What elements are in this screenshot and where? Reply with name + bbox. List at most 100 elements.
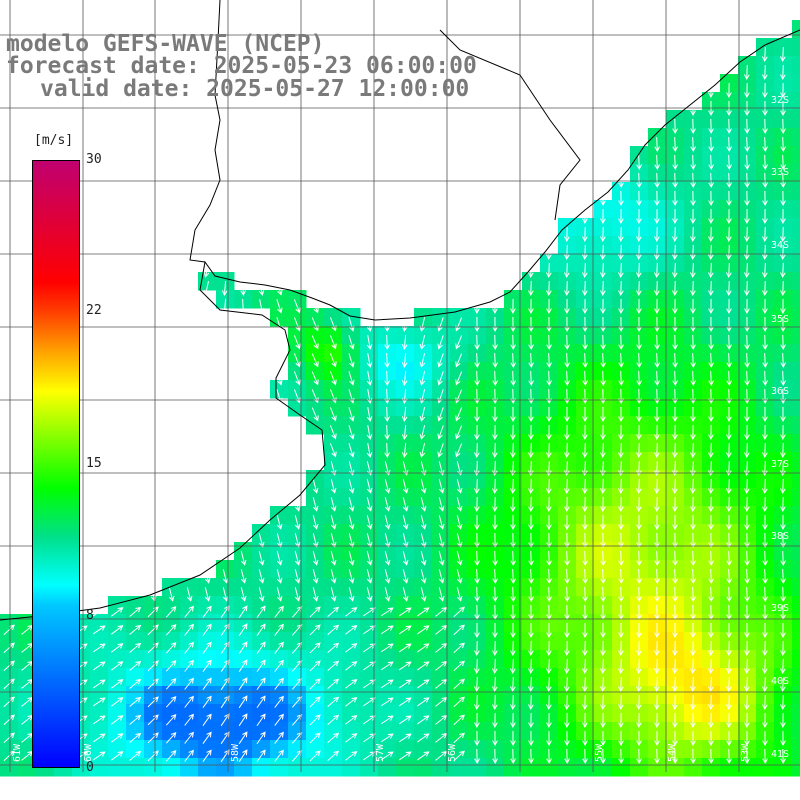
wind-arrow: [492, 658, 498, 675]
wind-arrow: [362, 661, 376, 671]
wind-arrow: [600, 370, 606, 387]
wind-arrow: [327, 732, 340, 743]
wind-arrow: [636, 262, 642, 279]
wind-cell: [432, 380, 451, 399]
wind-cell: [396, 488, 415, 507]
wind-arrow: [456, 479, 463, 494]
wind-arrow: [600, 244, 606, 261]
wind-arrow: [564, 262, 570, 279]
wind-arrow: [780, 316, 786, 333]
wind-arrow: [276, 587, 283, 602]
wind-arrow: [256, 713, 266, 727]
wind-arrow: [780, 496, 786, 513]
wind-arrow: [690, 658, 696, 675]
wind-cell: [270, 632, 289, 651]
wind-cell: [162, 722, 181, 741]
wind-cell: [378, 488, 397, 507]
wind-cell: [216, 560, 235, 579]
lat-label-35s: 35S: [771, 314, 790, 325]
wind-cell: [612, 542, 631, 561]
wind-arrow: [435, 750, 448, 761]
wind-arrow: [312, 587, 319, 602]
wind-arrow: [238, 731, 248, 745]
wind-cell: [558, 362, 577, 381]
wind-arrow: [510, 514, 516, 531]
wind-arrow: [582, 424, 588, 441]
valid-date: valid date: 2025-05-27 12:00:00: [40, 76, 470, 102]
wind-cell: [270, 740, 289, 759]
wind-cell: [594, 344, 613, 363]
wind-cell: [306, 506, 325, 525]
wind-cell: [738, 362, 757, 381]
wind-arrow: [366, 371, 373, 386]
wind-arrow: [474, 640, 480, 657]
wind-cell: [288, 344, 307, 363]
wind-arrow: [690, 226, 696, 243]
wind-arrow: [564, 748, 570, 765]
wind-cell: [342, 488, 361, 507]
wind-cell: [414, 542, 433, 561]
wind-arrow: [546, 712, 552, 729]
wind-cell: [234, 722, 253, 741]
lon-label-54w: 54W: [667, 743, 678, 762]
wind-arrow: [708, 370, 714, 387]
wind-cell: [720, 344, 739, 363]
lon-label-56w: 56W: [447, 743, 458, 762]
wind-cell: [324, 524, 343, 543]
wind-cell: [270, 650, 289, 669]
wind-arrow: [220, 641, 230, 655]
wind-cell: [792, 128, 800, 147]
wind-arrow: [600, 478, 606, 495]
wind-arrow: [546, 334, 552, 351]
wind-arrow: [453, 696, 465, 708]
wind-arrow: [294, 551, 301, 566]
wind-cell: [558, 578, 577, 597]
wind-arrow: [582, 298, 588, 315]
wind-cell: [288, 578, 307, 597]
wind-cell: [666, 326, 685, 345]
wind-arrow: [600, 316, 606, 333]
wind-arrow: [345, 715, 358, 725]
wind-cell: [180, 758, 199, 777]
wind-arrow: [708, 334, 714, 351]
wind-arrow: [401, 334, 408, 351]
wind-cell: [648, 560, 667, 579]
wind-cell: [216, 596, 235, 615]
wind-cell: [792, 236, 800, 255]
wind-cell: [486, 326, 505, 345]
wind-arrow: [92, 607, 106, 617]
wind-arrow: [762, 118, 768, 135]
wind-arrow: [546, 280, 552, 297]
wind-arrow: [600, 694, 606, 711]
wind-cell: [792, 398, 800, 417]
wind-arrow: [690, 532, 696, 549]
wind-cell: [234, 758, 253, 777]
wind-cell: [378, 560, 397, 579]
wind-cell: [450, 506, 469, 525]
wind-arrow: [186, 587, 193, 602]
wind-cell: [738, 344, 757, 363]
wind-arrow: [600, 406, 606, 423]
wind-arrow: [762, 154, 768, 171]
wind-arrow: [708, 586, 714, 603]
wind-arrow: [492, 442, 498, 459]
wind-arrow: [362, 625, 376, 635]
wind-cell: [594, 758, 613, 777]
wind-cell: [198, 758, 217, 777]
wind-arrow: [618, 316, 624, 333]
wind-arrow: [474, 586, 480, 603]
wind-arrow: [309, 624, 321, 636]
wind-arrow: [618, 334, 624, 351]
wind-arrow: [510, 424, 516, 441]
wind-arrow: [474, 514, 480, 531]
wind-cell: [324, 434, 343, 453]
wind-cell: [756, 758, 775, 777]
wind-arrow: [654, 154, 660, 171]
wind-arrow: [456, 551, 463, 566]
wind-cell: [306, 704, 325, 723]
wind-cell: [792, 218, 800, 237]
wind-arrow: [220, 731, 230, 745]
wind-cell: [288, 524, 307, 543]
wind-arrow: [600, 262, 606, 279]
wind-arrow: [92, 697, 106, 707]
